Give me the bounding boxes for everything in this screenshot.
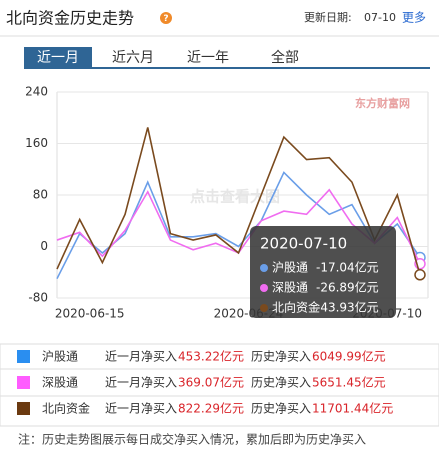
logo: 东方财富网 — [355, 96, 410, 110]
tab-active[interactable] — [24, 47, 92, 68]
y-tick-label: 80 — [33, 188, 48, 202]
y-tick-label: -80 — [28, 291, 48, 305]
hist-label: 历史净买入 — [251, 350, 311, 364]
watermark: 点击查看大图 — [190, 188, 280, 206]
tooltip-name: 沪股通 — [272, 261, 308, 275]
month-value: 822.29亿元 — [178, 401, 244, 416]
month-label: 近一月净买入 — [105, 350, 177, 364]
tooltip-dot — [260, 264, 268, 272]
legend-name: 北向资金 — [42, 401, 90, 416]
tooltip-value: -43.93亿元 — [316, 300, 379, 315]
tooltip-value: -26.89亿元 — [316, 280, 379, 295]
tab[interactable]: 近六月 — [112, 50, 154, 66]
tooltip-name: 北向资金 — [272, 300, 320, 315]
series-line — [56, 127, 421, 275]
legend-swatch — [17, 376, 30, 389]
tooltip-dot — [260, 284, 268, 292]
tooltip-dot — [260, 304, 268, 312]
tooltip-title: 2020-07-10 — [260, 235, 347, 253]
legend-name: 沪股通 — [42, 350, 78, 364]
hist-value: 5651.45亿元 — [312, 375, 386, 390]
help-mark: ? — [163, 14, 168, 24]
tooltip-box — [250, 226, 396, 318]
month-value: 369.07亿元 — [178, 375, 244, 390]
x-tick-label: 2020-06-15 — [55, 307, 125, 321]
end-dot — [414, 269, 426, 281]
hist-value: 6049.99亿元 — [312, 349, 386, 364]
legend-name: 深股通 — [42, 376, 78, 390]
help-icon[interactable] — [160, 12, 172, 24]
y-tick-label: 160 — [25, 136, 48, 150]
tab[interactable]: 近一年 — [187, 50, 229, 66]
legend-swatch — [17, 402, 30, 415]
note: 注：历史走势图展示每日成交净买入情况，累加后即为历史净买入 — [18, 432, 366, 447]
hist-value: 11701.44亿元 — [312, 401, 393, 416]
title: 北向资金历史走势 — [6, 9, 134, 28]
hist-label: 历史净买入 — [251, 402, 311, 416]
tab[interactable]: 全部 — [271, 49, 299, 66]
tooltip-name: 深股通 — [272, 281, 308, 295]
month-value: 453.22亿元 — [178, 349, 244, 364]
more-link[interactable]: 更多 — [402, 11, 426, 25]
month-label: 近一月净买入 — [105, 376, 177, 390]
y-tick-label: 240 — [25, 85, 48, 99]
hist-label: 历史净买入 — [251, 376, 311, 390]
tooltip-value: -17.04亿元 — [316, 260, 379, 275]
update-date: 07-10 — [364, 11, 396, 24]
month-label: 近一月净买入 — [105, 402, 177, 416]
y-tick-label: 0 — [40, 239, 48, 253]
tab[interactable]: 近一月 — [37, 50, 79, 66]
legend-swatch — [17, 350, 30, 363]
summary-box — [0, 343, 439, 427]
update-label: 更新日期: — [304, 10, 352, 24]
